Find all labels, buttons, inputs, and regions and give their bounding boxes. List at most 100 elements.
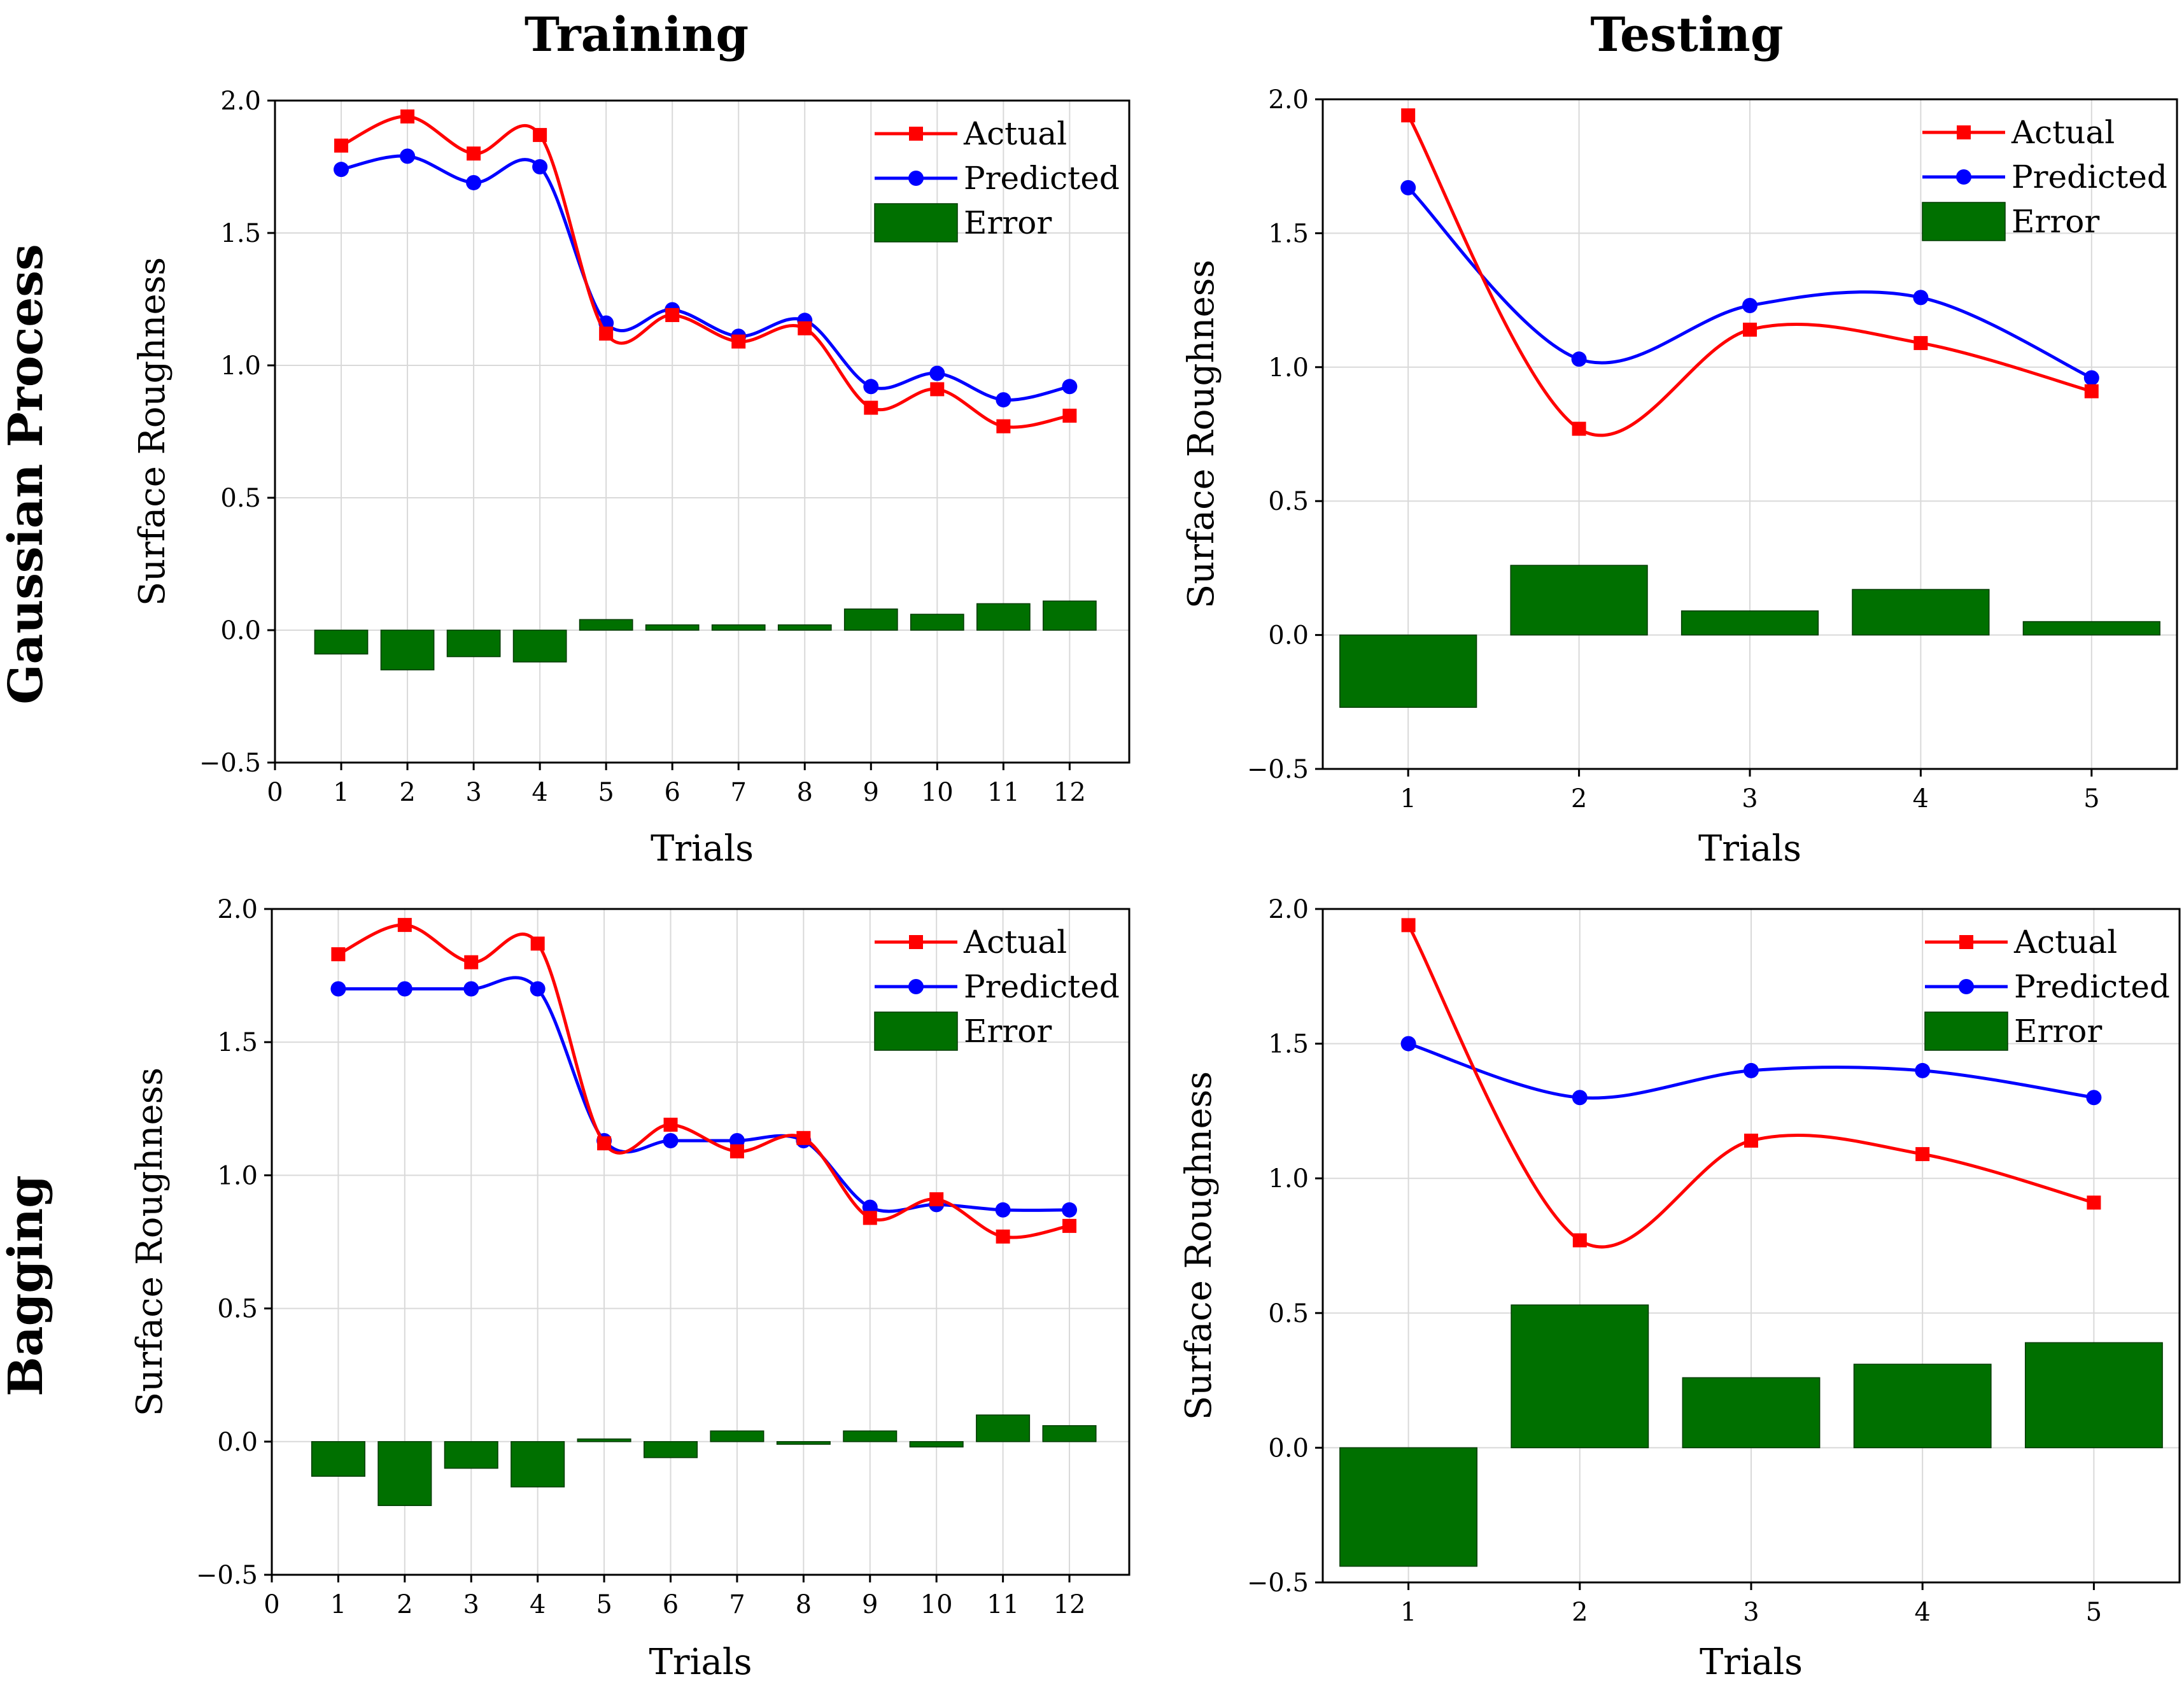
predicted-marker xyxy=(532,159,548,174)
error-bar xyxy=(1680,610,1819,636)
x-tick-label: 0 xyxy=(267,778,283,807)
error-bar xyxy=(1853,1363,1992,1449)
actual-marker xyxy=(599,327,614,341)
x-tick-label: 10 xyxy=(920,1590,953,1619)
error-bar xyxy=(1852,589,1990,636)
y-tick-label: −0.5 xyxy=(196,1561,258,1590)
y-axis-label: Surface Roughness xyxy=(1178,1071,1220,1420)
predicted-marker xyxy=(466,174,482,190)
legend-label-actual: Actual xyxy=(2011,114,2115,151)
row-title-bagging: Bagging xyxy=(0,1175,53,1397)
y-tick-label: 2.0 xyxy=(217,895,258,924)
x-tick-label: 8 xyxy=(797,778,813,807)
legend-label-actual: Actual xyxy=(2013,924,2117,961)
x-tick-label: 9 xyxy=(862,1590,878,1619)
actual-marker xyxy=(996,1229,1010,1244)
legend-actual-marker xyxy=(1959,935,1973,949)
predicted-marker xyxy=(929,365,945,381)
legend-actual-marker xyxy=(1957,125,1971,139)
legend-label-actual: Actual xyxy=(963,924,1067,961)
legend-error-swatch xyxy=(1924,1011,2008,1051)
predicted-marker xyxy=(330,981,346,997)
x-tick-label: 1 xyxy=(1400,784,1416,813)
predicted-marker xyxy=(996,392,1011,408)
x-axis-label: Trials xyxy=(649,1642,752,1683)
x-tick-label: 4 xyxy=(1913,784,1929,813)
actual-marker xyxy=(1401,918,1416,933)
x-tick-label: 1 xyxy=(333,778,349,807)
actual-marker xyxy=(796,1130,811,1145)
actual-marker xyxy=(930,382,945,397)
x-tick-label: 12 xyxy=(1053,1590,1086,1619)
actual-marker xyxy=(1401,108,1416,123)
y-axis-label: Surface Roughness xyxy=(1181,260,1222,609)
y-tick-label: 0.5 xyxy=(220,484,261,513)
y-tick-label: 0.5 xyxy=(1268,1299,1309,1328)
error-bar xyxy=(909,1441,964,1447)
y-tick-label: 0.5 xyxy=(217,1295,258,1324)
actual-marker xyxy=(400,109,415,123)
actual-marker xyxy=(397,918,412,933)
y-tick-label: 2.0 xyxy=(220,87,261,116)
actual-marker xyxy=(597,1136,612,1151)
error-bar xyxy=(511,1441,565,1488)
predicted-marker xyxy=(1062,379,1078,395)
x-tick-label: 5 xyxy=(596,1590,612,1619)
y-axis-label: Surface Roughness xyxy=(129,1067,171,1416)
x-tick-label: 6 xyxy=(664,778,680,807)
y-tick-label: 2.0 xyxy=(1268,895,1309,924)
row-title-gaussian-process: Gaussian Process xyxy=(0,244,53,704)
y-tick-label: −0.5 xyxy=(1247,755,1309,784)
y-tick-label: 0.0 xyxy=(1268,1433,1309,1463)
x-tick-label: 7 xyxy=(729,1590,745,1619)
error-bar xyxy=(976,603,1031,631)
x-tick-label: 3 xyxy=(465,778,481,807)
actual-line xyxy=(1407,115,2092,437)
x-axis-label: Trials xyxy=(1698,828,1801,870)
legend-error-swatch xyxy=(1922,202,2006,241)
x-tick-label: 2 xyxy=(397,1590,412,1619)
legend-predicted-marker xyxy=(1956,169,1971,185)
actual-marker xyxy=(1744,1133,1758,1148)
error-bar xyxy=(1339,634,1477,708)
error-bar xyxy=(1339,1447,1478,1567)
predicted-marker xyxy=(530,981,546,997)
actual-marker xyxy=(729,1144,744,1158)
error-bar xyxy=(776,1441,831,1445)
legend-error-swatch xyxy=(874,203,958,243)
error-bar xyxy=(1042,1425,1097,1442)
actual-marker xyxy=(331,947,346,962)
y-tick-label: 0.0 xyxy=(1268,621,1309,651)
y-tick-label: 1.0 xyxy=(1268,1164,1309,1194)
y-tick-label: 1.5 xyxy=(1268,1030,1309,1059)
x-tick-label: 1 xyxy=(330,1590,346,1619)
error-bar xyxy=(579,619,633,631)
error-bar xyxy=(711,624,766,631)
error-bar xyxy=(1682,1377,1821,1449)
error-bar xyxy=(314,630,369,655)
actual-line xyxy=(337,923,1070,1239)
error-bar xyxy=(710,1430,764,1442)
actual-marker xyxy=(929,1192,944,1207)
predicted-marker xyxy=(2086,1090,2102,1106)
error-bar xyxy=(380,630,435,671)
actual-marker xyxy=(1743,322,1757,337)
actual-marker xyxy=(530,936,545,951)
predicted-line xyxy=(341,154,1070,402)
y-tick-label: 0.0 xyxy=(217,1428,258,1457)
y-tick-label: 1.5 xyxy=(1268,219,1309,248)
error-bar xyxy=(843,1430,898,1442)
chart-gaussian-testing: 1 2 3 4 5 −0.5 0.0 0.5 1.0 1.5 2.0 Trials Surface Ro… xyxy=(1181,85,2178,870)
error-bar xyxy=(512,630,567,663)
legend-predicted-marker xyxy=(908,171,924,186)
error-bar xyxy=(645,624,700,631)
predicted-marker xyxy=(1400,180,1416,195)
actual-marker xyxy=(1062,1218,1077,1233)
y-tick-label: 0.5 xyxy=(1268,487,1309,516)
error-bar xyxy=(777,624,832,631)
x-tick-label: 0 xyxy=(264,1590,279,1619)
predicted-marker xyxy=(397,981,412,997)
x-tick-label: 11 xyxy=(987,1590,1019,1619)
actual-marker xyxy=(864,400,878,415)
